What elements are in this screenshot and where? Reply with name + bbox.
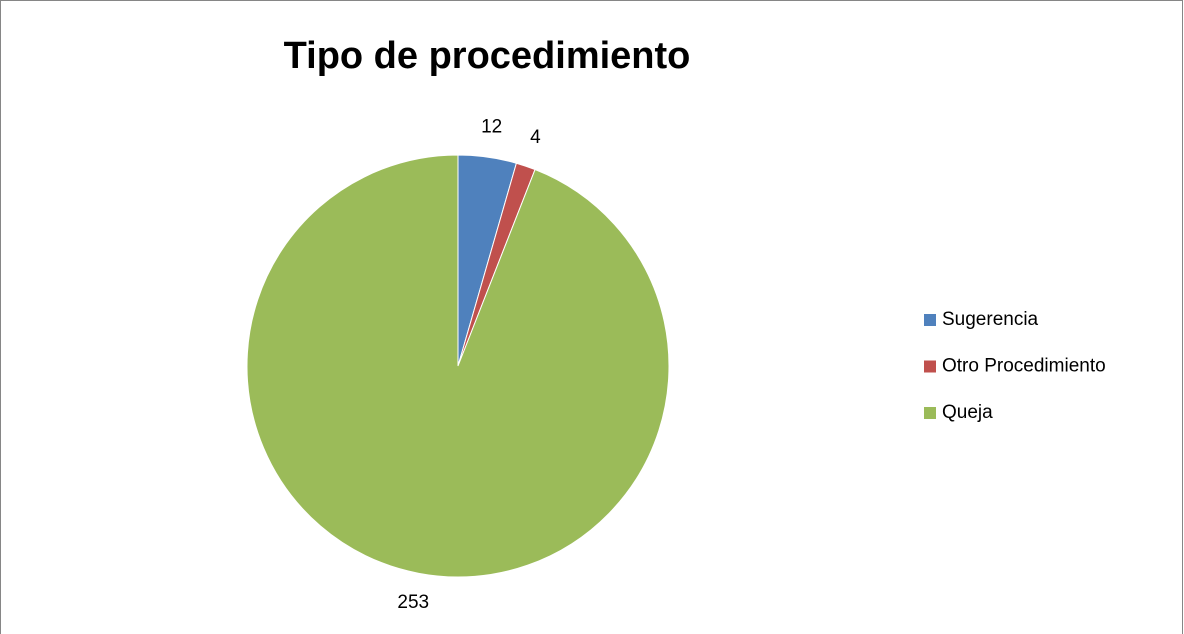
legend-swatch bbox=[924, 314, 936, 326]
legend-label: Queja bbox=[942, 402, 993, 423]
legend-label: Otro Procedimiento bbox=[942, 356, 1106, 377]
data-label: 253 bbox=[397, 592, 429, 613]
data-label: 4 bbox=[530, 127, 541, 148]
legend-swatch bbox=[924, 360, 936, 373]
legend-swatch bbox=[924, 407, 936, 419]
data-label: 12 bbox=[481, 116, 502, 137]
pie-slice bbox=[246, 154, 670, 578]
legend-label: Sugerencia bbox=[942, 309, 1039, 330]
chart-title: Tipo de procedimiento bbox=[284, 35, 691, 77]
